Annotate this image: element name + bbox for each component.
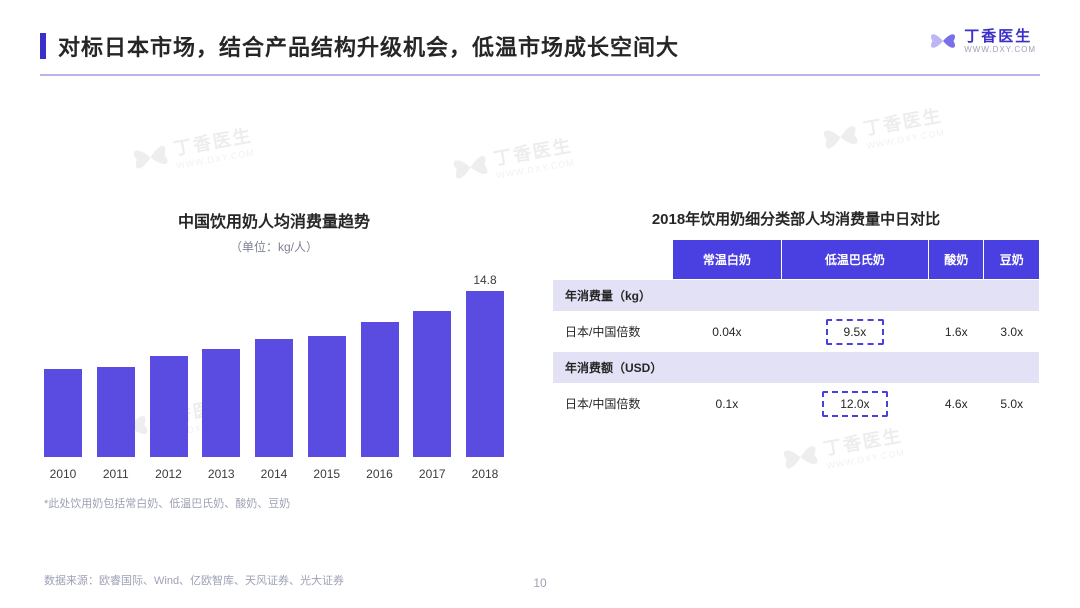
bar-rect [202, 349, 240, 457]
bar-rect [97, 367, 135, 457]
table-cell: 0.1x [673, 384, 782, 424]
table-cell: 1.6x [928, 312, 984, 352]
bar-rect [150, 356, 188, 457]
table-section-label: 年消费量（kg） [553, 280, 1040, 312]
table-section-label: 年消费额（USD） [553, 352, 1040, 384]
logo-text-en: WWW.DXY.COM [964, 46, 1036, 54]
bar-value-label: 14.8 [473, 273, 496, 287]
table-row-header: 日本/中国倍数 [553, 312, 673, 352]
table-cell: 9.5x [781, 312, 928, 352]
table-header-blank [553, 240, 673, 280]
bar [413, 293, 451, 457]
comparison-table: 2018年饮用奶细分类部人均消费量中日对比 常温白奶低温巴氏奶酸奶豆奶 年消费量… [552, 208, 1040, 424]
page-title: 对标日本市场，结合产品结构升级机会，低温市场成长空间大 [58, 30, 679, 62]
header-rule [40, 74, 1040, 76]
x-tick-label: 2011 [97, 467, 135, 481]
bar-rect [308, 336, 346, 458]
header-accent-bar [40, 33, 46, 59]
bar [361, 304, 399, 457]
logo-text-cn: 丁香医生 [964, 29, 1036, 44]
table-section-row: 年消费量（kg） [553, 280, 1040, 312]
watermark: 丁香医生WWW.DXY.COM [127, 120, 256, 181]
x-tick-label: 2013 [202, 467, 240, 481]
table-cell: 4.6x [928, 384, 984, 424]
table-row: 日本/中国倍数0.04x 9.5x 1.6x3.0x [553, 312, 1040, 352]
table-title: 2018年饮用奶细分类部人均消费量中日对比 [552, 208, 1040, 229]
watermark: 丁香医生WWW.DXY.COM [447, 130, 576, 191]
table-cell: 3.0x [984, 312, 1040, 352]
chart-subtitle: （单位：kg/人） [44, 238, 504, 255]
bar [44, 351, 82, 457]
bar-rect [361, 322, 399, 457]
chart-x-axis: 2010 2011 2012 2013 2014 2015 2016 2017 2018 [44, 467, 504, 481]
table-cell: 5.0x [984, 384, 1040, 424]
data-source: 数据来源：欧睿国际、Wind、亿欧智库、天风证券、光大证券 [44, 572, 344, 588]
butterfly-icon [928, 26, 958, 56]
x-tick-label: 2018 [466, 467, 504, 481]
table: 常温白奶低温巴氏奶酸奶豆奶 年消费量（kg）日本/中国倍数0.04x9.5x1.… [552, 239, 1040, 424]
x-tick-label: 2010 [44, 467, 82, 481]
chart-footnote: *此处饮用奶包括常白奶、低温巴氏奶、酸奶、豆奶 [44, 495, 504, 511]
table-column-header: 酸奶 [928, 240, 984, 280]
chart-title: 中国饮用奶人均消费量趋势 [44, 208, 504, 232]
x-tick-label: 2014 [255, 467, 293, 481]
highlighted-value: 9.5x [826, 319, 885, 345]
bar: 14.8 [466, 273, 504, 458]
bar-rect [255, 339, 293, 457]
x-tick-label: 2012 [150, 467, 188, 481]
watermark: 丁香医生WWW.DXY.COM [777, 420, 906, 481]
table-row: 日本/中国倍数0.1x 12.0x 4.6x5.0x [553, 384, 1040, 424]
x-tick-label: 2016 [361, 467, 399, 481]
table-cell: 12.0x [781, 384, 928, 424]
table-section-row: 年消费额（USD） [553, 352, 1040, 384]
chart-plot-area: 14.8 [44, 277, 504, 457]
x-tick-label: 2015 [308, 467, 346, 481]
highlighted-value: 12.0x [822, 391, 887, 417]
table-cell: 0.04x [673, 312, 782, 352]
bar-rect [413, 311, 451, 457]
bar [150, 338, 188, 457]
slide: 对标日本市场，结合产品结构升级机会，低温市场成长空间大 丁香医生 WWW.DXY… [0, 0, 1080, 608]
watermark: 丁香医生WWW.DXY.COM [817, 100, 946, 161]
table-column-header: 低温巴氏奶 [781, 240, 928, 280]
bar [308, 318, 346, 458]
page-number: 10 [533, 576, 546, 590]
bar [202, 331, 240, 457]
bar [255, 321, 293, 457]
x-tick-label: 2017 [413, 467, 451, 481]
table-column-header: 常温白奶 [673, 240, 782, 280]
bar-chart: 中国饮用奶人均消费量趋势 （单位：kg/人） 14.8 2010 2011 2012… [44, 208, 504, 511]
brand-logo: 丁香医生 WWW.DXY.COM [928, 26, 1036, 56]
table-row-header: 日本/中国倍数 [553, 384, 673, 424]
bar-rect [466, 291, 504, 458]
bar [97, 349, 135, 457]
bar-rect [44, 369, 82, 457]
table-column-header: 豆奶 [984, 240, 1040, 280]
